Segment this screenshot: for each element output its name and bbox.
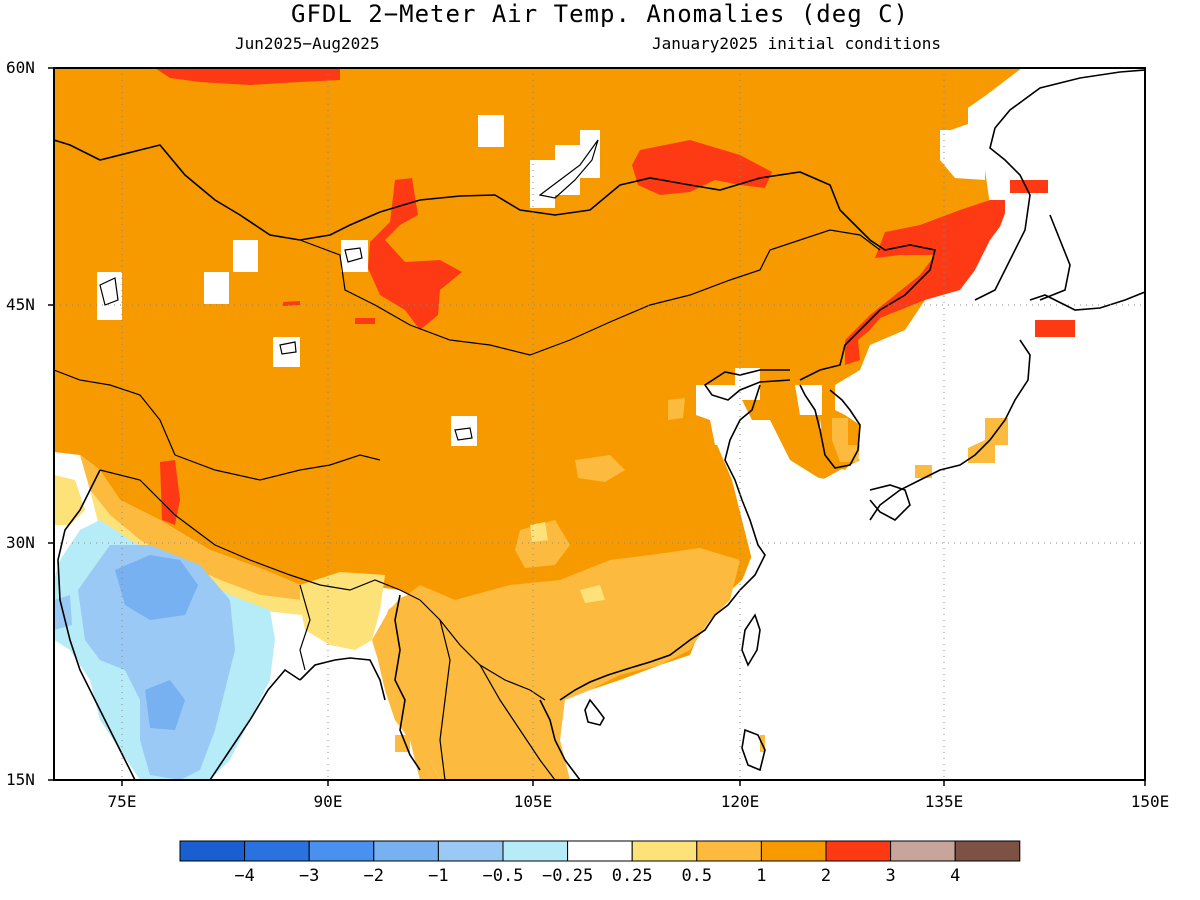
lat-label: 45N xyxy=(6,295,35,314)
colorbar-swatch xyxy=(760,840,827,862)
colorbar-label: 3 xyxy=(885,866,896,886)
initial-conditions-note: January2025 initial conditions xyxy=(652,34,941,53)
ocean-no-data xyxy=(560,640,760,780)
land-anomaly-0.5-1 xyxy=(915,465,932,478)
colorbar-swatch xyxy=(696,840,762,862)
land-anomaly-0.25-0.5 xyxy=(300,572,385,650)
lon-label: 135E xyxy=(924,792,964,811)
axis-ticks xyxy=(48,67,1146,786)
colorbar-label: −4 xyxy=(234,866,255,886)
colorbar-swatch xyxy=(437,840,504,862)
colorbar-label: 1 xyxy=(756,866,767,886)
land-anomaly-neg-1-neg-2 xyxy=(145,680,185,730)
colorbar-swatch xyxy=(179,840,246,862)
land-anomaly-0.25-0.5 xyxy=(530,522,548,542)
lon-label: 150E xyxy=(1130,792,1170,811)
colorbar-label: −0.25 xyxy=(542,866,594,886)
lat-label: 15N xyxy=(6,770,35,789)
land-anomaly-neg-0.5-neg-1 xyxy=(78,545,235,780)
land-anomaly-0.5-1 xyxy=(575,455,625,482)
colorbar-swatch xyxy=(308,840,375,862)
lon-label: 105E xyxy=(513,792,553,811)
map-frame xyxy=(53,67,1146,781)
land-anomaly-0.5-1 xyxy=(545,700,570,780)
colorbar-label: 2 xyxy=(820,866,832,886)
land-anomaly-2-3 xyxy=(155,68,340,85)
land-anomaly-0.5-1 xyxy=(668,398,685,420)
colorbar-swatch xyxy=(890,840,956,862)
land-anomaly-0.5-1 xyxy=(430,600,560,780)
ocean-no-data xyxy=(720,68,1145,780)
lon-label: 75E xyxy=(107,792,137,811)
colorbar-swatch xyxy=(244,840,310,862)
colorbar-swatch xyxy=(373,840,439,862)
ocean-no-data xyxy=(54,640,140,780)
anomaly-fields xyxy=(54,68,1145,780)
land-anomaly-2-3 xyxy=(355,318,375,324)
land-anomaly-0.25-0.5 xyxy=(580,585,605,603)
lon-label: 90E xyxy=(313,792,343,811)
land-anomaly-0.25-0.5 xyxy=(54,475,85,525)
land-anomaly-0.5-1 xyxy=(372,590,455,780)
land-anomaly-2-3 xyxy=(283,301,300,306)
colorbar-swatch xyxy=(502,840,569,862)
land-anomaly-2-3 xyxy=(368,178,462,330)
colorbar-label: −0.5 xyxy=(482,866,524,886)
land-anomaly-0.5-1 xyxy=(80,455,300,600)
land-anomaly-0.5-1 xyxy=(515,520,570,568)
land-anomaly-2-3 xyxy=(845,200,1005,365)
colorbar-swatch xyxy=(825,840,892,862)
forecast-period: Jun2025−Aug2025 xyxy=(235,34,380,53)
colorbar-swatch xyxy=(954,840,1021,862)
map-title: GFDL 2−Meter Air Temp. Anomalies (deg C) xyxy=(291,0,909,28)
lon-label: 120E xyxy=(720,792,760,811)
land-anomaly-2-3 xyxy=(160,460,180,525)
colorbar-label: 0.5 xyxy=(681,866,713,886)
lakes xyxy=(99,139,599,441)
colorbar-swatch xyxy=(567,840,633,862)
colorbar-label: −1 xyxy=(428,866,449,886)
lat-label: 60N xyxy=(6,58,35,77)
colorbar-label: −2 xyxy=(363,866,385,886)
colorbar-label: 4 xyxy=(950,866,961,886)
colorbar-label: −3 xyxy=(298,866,320,886)
colorbar xyxy=(179,840,1021,862)
national-borders xyxy=(54,229,881,780)
land-anomaly-1-2 xyxy=(54,68,1022,700)
land-anomaly-0.5-1 xyxy=(832,418,860,462)
ocean-no-data xyxy=(210,630,440,780)
land-anomaly-2-3 xyxy=(1035,320,1075,337)
colorbar-swatch xyxy=(631,840,698,862)
lat-label: 30N xyxy=(6,533,35,552)
land-anomaly-2-3 xyxy=(1010,180,1048,193)
near-normal-cells xyxy=(97,96,985,446)
land-anomaly-neg-1-neg-2 xyxy=(115,555,198,620)
colorbar-label: 0.25 xyxy=(611,866,653,886)
